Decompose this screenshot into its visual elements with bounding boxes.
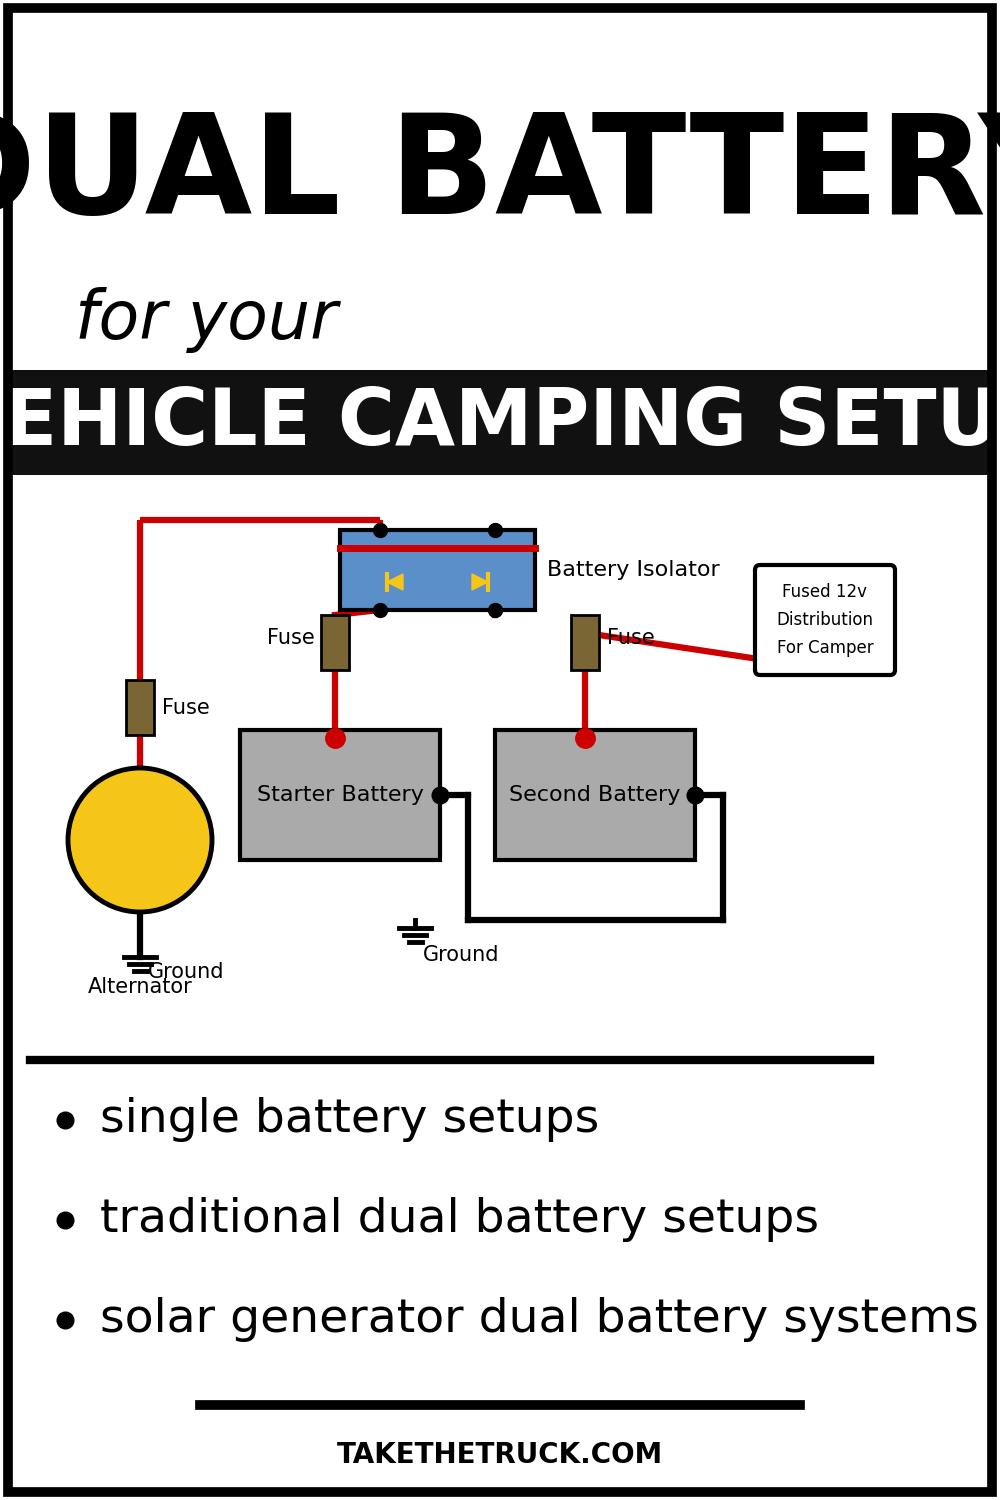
Text: For Camper: For Camper	[777, 639, 873, 657]
Text: Ground: Ground	[423, 945, 500, 964]
Polygon shape	[472, 574, 488, 590]
Bar	[495, 730, 695, 860]
Bar	[8, 370, 992, 476]
Text: Alternator: Alternator	[88, 976, 192, 998]
Bar	[340, 530, 535, 610]
Text: TAKETHETRUCK.COM: TAKETHETRUCK.COM	[337, 1442, 663, 1468]
Text: single battery setups: single battery setups	[100, 1098, 599, 1143]
Bar	[240, 730, 440, 860]
Polygon shape	[387, 574, 403, 590]
Bar	[126, 680, 154, 735]
Bar	[321, 615, 349, 670]
Text: DUAL BATTERY: DUAL BATTERY	[0, 108, 1000, 243]
Text: solar generator dual battery systems: solar generator dual battery systems	[100, 1298, 979, 1342]
Text: VEHICLE CAMPING SETUP: VEHICLE CAMPING SETUP	[0, 384, 1000, 460]
Text: traditional dual battery setups: traditional dual battery setups	[100, 1197, 819, 1242]
Text: Fuse: Fuse	[162, 698, 210, 717]
Text: Second Battery: Second Battery	[509, 784, 681, 806]
Text: for your: for your	[75, 286, 338, 352]
Text: Fuse: Fuse	[607, 627, 655, 648]
Text: Battery Isolator: Battery Isolator	[547, 560, 720, 580]
Text: Ground: Ground	[148, 962, 224, 982]
Text: Distribution: Distribution	[776, 610, 874, 628]
Text: Fused 12v: Fused 12v	[782, 584, 868, 602]
Text: Fuse: Fuse	[267, 627, 315, 648]
Circle shape	[68, 768, 212, 912]
Text: Starter Battery: Starter Battery	[257, 784, 423, 806]
Bar	[571, 615, 599, 670]
FancyBboxPatch shape	[755, 566, 895, 675]
